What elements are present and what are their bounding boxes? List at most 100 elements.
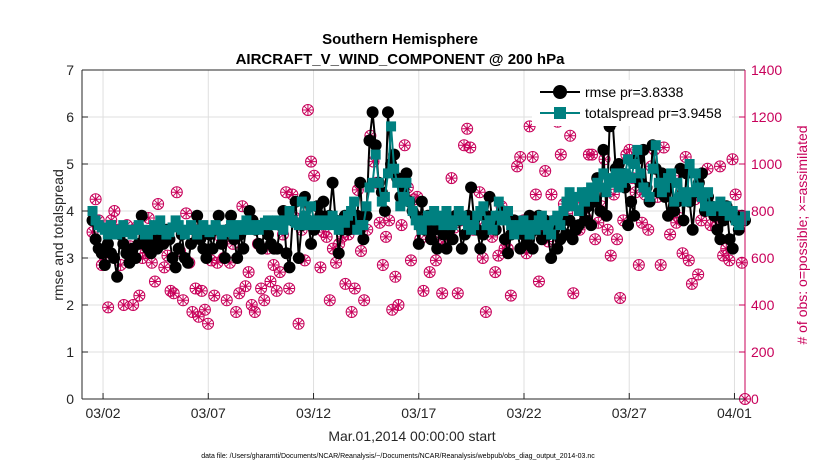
spread-point <box>727 206 738 216</box>
obs-assimilated-marker <box>359 295 370 306</box>
spread-point <box>278 224 289 235</box>
spread-point <box>349 196 360 207</box>
spread-point <box>241 215 252 226</box>
obs-assimilated-marker <box>128 300 139 310</box>
spread-point <box>438 220 449 231</box>
obs-assimilated-marker <box>337 231 348 242</box>
obs-assimilated-marker <box>724 255 735 266</box>
rmse-point <box>89 233 102 246</box>
obs-assimilated-marker <box>271 285 282 296</box>
rmse-point <box>135 209 148 222</box>
rmse-point <box>255 242 268 255</box>
spread-point <box>306 201 317 212</box>
y-tick-label-left: 4 <box>66 203 74 219</box>
spread-point <box>478 201 489 212</box>
rmse-point <box>357 233 370 246</box>
spread-point <box>715 196 726 207</box>
obs-possible-marker <box>258 294 271 307</box>
obs-assimilated-marker <box>268 260 279 271</box>
rmse-point <box>440 242 453 255</box>
obs-possible-marker <box>379 230 392 243</box>
obs-possible-marker <box>511 160 524 173</box>
spread-point <box>644 191 655 202</box>
y-tick-label-right: 1400 <box>751 62 782 78</box>
obs-assimilated-marker <box>480 307 491 318</box>
spread-point <box>647 163 658 174</box>
obs-possible-marker <box>523 120 536 133</box>
spread-point <box>416 224 427 235</box>
rmse-point <box>283 261 296 274</box>
obs-assimilated-marker <box>396 220 407 231</box>
obs-assimilated-marker <box>412 191 423 202</box>
obs-assimilated-marker <box>190 283 201 294</box>
obs-assimilated-marker <box>643 224 654 235</box>
rmse-point <box>585 219 598 232</box>
obs-possible-marker <box>280 186 293 199</box>
rmse-point <box>723 233 736 246</box>
data-file-footnote: data file: /Users/gharamti/Documents/NCA… <box>201 453 595 460</box>
obs-possible-marker <box>714 160 727 173</box>
obs-assimilated-marker <box>352 184 363 195</box>
spread-point <box>330 215 341 226</box>
obs-assimilated-marker <box>231 307 242 318</box>
obs-possible-marker <box>614 291 627 304</box>
obs-possible-marker <box>152 197 165 210</box>
rmse-point <box>612 158 625 170</box>
obs-assimilated-marker <box>246 300 257 310</box>
obs-assimilated-marker <box>187 307 198 318</box>
spread-point <box>404 196 415 207</box>
obs-assimilated-marker <box>306 156 317 167</box>
rmse-point <box>369 139 382 152</box>
obs-assimilated-marker <box>462 123 473 134</box>
spread-point <box>118 220 129 231</box>
obs-assimilated-marker <box>655 260 666 271</box>
rmse-point <box>237 242 250 255</box>
obs-possible-marker <box>339 277 352 290</box>
spread-point <box>426 215 437 226</box>
obs-possible-marker <box>389 270 402 283</box>
rmse-point <box>686 223 699 236</box>
spread-point <box>281 215 292 226</box>
rmse-point <box>317 195 330 208</box>
obs-assimilated-marker <box>302 104 313 115</box>
obs-assimilated-marker <box>624 144 635 155</box>
rmse-point <box>197 242 210 255</box>
obs-assimilated-marker <box>418 285 429 296</box>
obs-assimilated-marker <box>171 187 182 198</box>
obs-possible-marker <box>726 153 739 166</box>
x-tick-label: 03/17 <box>401 405 436 421</box>
obs-assimilated-marker <box>727 154 738 165</box>
obs-assimilated-marker <box>293 318 304 329</box>
obs-possible-marker <box>464 141 477 154</box>
spread-point <box>450 215 461 226</box>
spread-point <box>561 196 572 207</box>
obs-assimilated-marker <box>405 255 416 266</box>
rmse-point <box>271 242 284 255</box>
obs-possible-marker <box>723 254 736 267</box>
spread-point <box>601 187 612 198</box>
obs-possible-marker <box>108 205 121 217</box>
obs-assimilated-marker <box>602 224 613 235</box>
obs-possible-marker <box>676 247 689 260</box>
obs-possible-marker <box>208 289 221 302</box>
spread-point <box>684 159 695 169</box>
spread-point <box>293 220 304 231</box>
spread-point <box>324 220 335 231</box>
obs-assimilated-marker <box>274 267 285 278</box>
rmse-point <box>305 237 318 250</box>
obs-assimilated-marker <box>315 262 326 273</box>
rmse-point <box>172 242 185 255</box>
obs-possible-marker <box>239 280 252 293</box>
spread-point <box>395 201 406 212</box>
obs-possible-marker <box>729 188 742 201</box>
obs-assimilated-marker <box>683 255 694 266</box>
obs-assimilated-marker <box>487 231 498 242</box>
obs-assimilated-marker <box>209 290 220 301</box>
rmse-point <box>231 252 244 264</box>
rmse-point <box>354 176 367 189</box>
spread-point <box>567 201 578 212</box>
obs-assimilated-marker <box>87 227 98 238</box>
obs-assimilated-marker <box>493 250 504 261</box>
spread-point <box>564 187 575 198</box>
